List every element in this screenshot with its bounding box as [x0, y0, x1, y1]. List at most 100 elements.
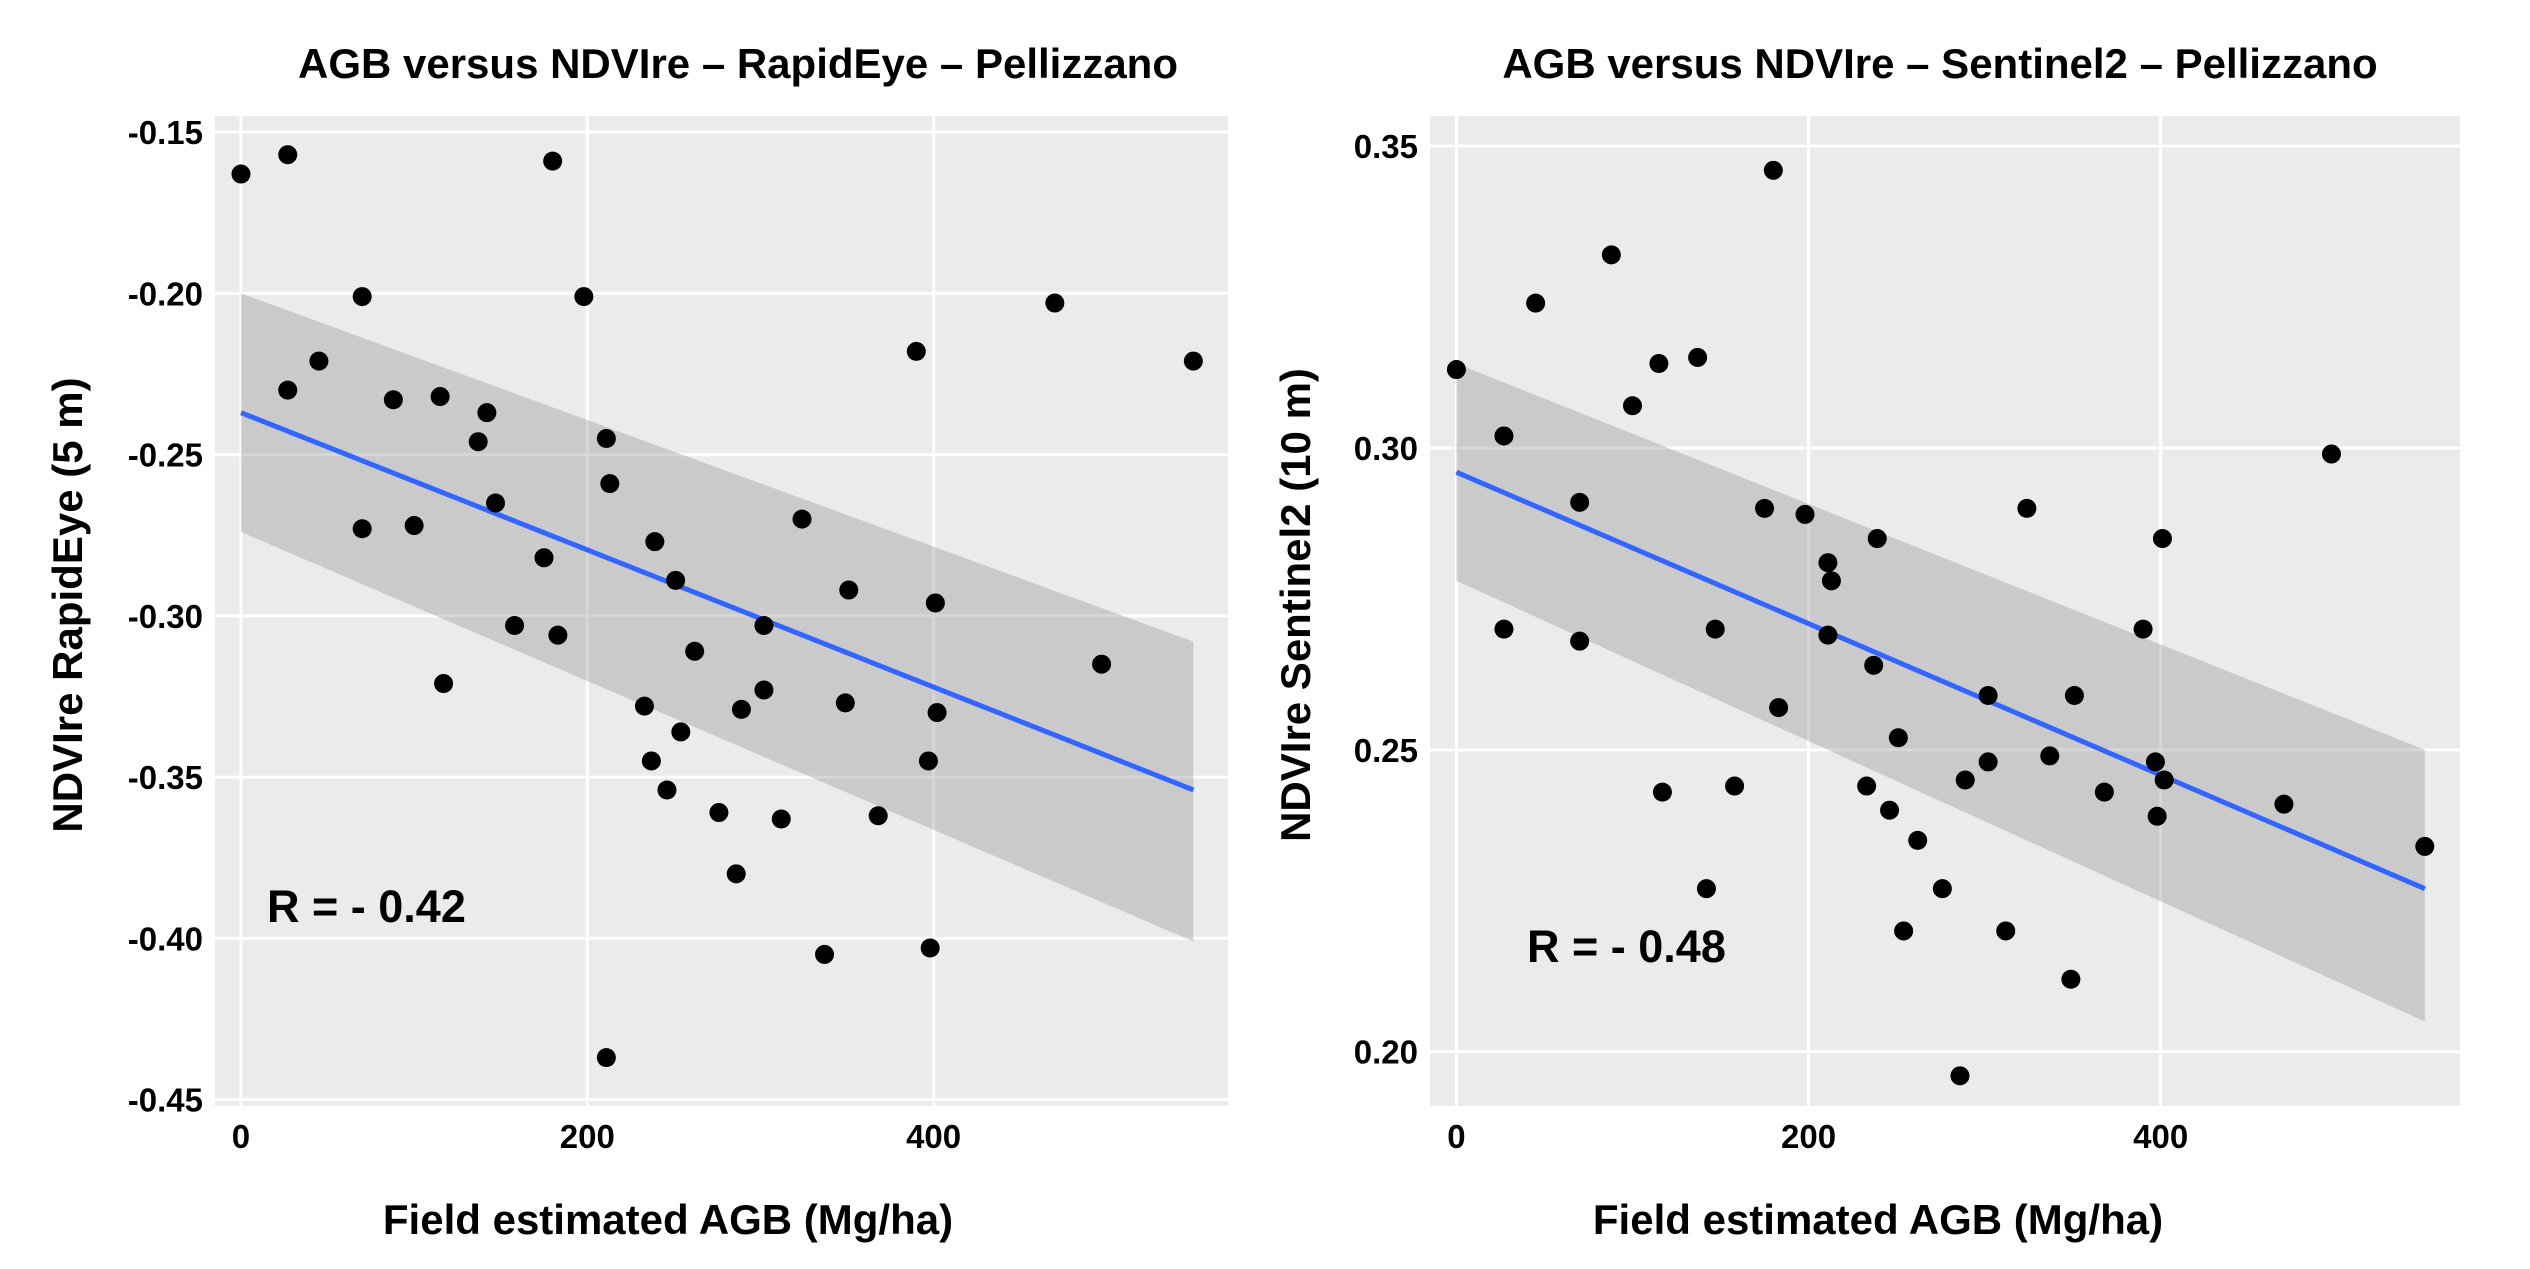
- regression-fit-line: [240, 410, 1195, 793]
- data-point: [754, 616, 774, 636]
- x-axis-label: Field estimated AGB (Mg/ha): [383, 1196, 953, 1243]
- data-point: [1818, 625, 1838, 645]
- confidence-band: [1456, 363, 2425, 1022]
- data-point: [1978, 686, 1998, 706]
- data-point: [1092, 654, 1112, 674]
- data-point: [1932, 879, 1952, 899]
- data-point: [1446, 360, 1466, 380]
- x-tick-label: 400: [2133, 1118, 2188, 1155]
- data-point: [1570, 631, 1590, 651]
- y-tick-label: -0.15: [128, 114, 203, 151]
- data-point: [1996, 921, 2016, 941]
- data-point: [1795, 504, 1815, 524]
- data-point: [1950, 1066, 1970, 1086]
- data-point: [2094, 782, 2114, 802]
- data-point: [477, 403, 497, 423]
- y-tick-label: 0.25: [1354, 732, 1418, 769]
- data-point: [634, 696, 654, 716]
- data-point: [1494, 619, 1514, 639]
- data-point: [641, 751, 661, 771]
- data-point: [2152, 529, 2172, 549]
- data-point: [1818, 553, 1838, 573]
- data-point: [771, 809, 791, 829]
- data-point: [505, 616, 525, 636]
- y-tick-labels: 0.20 0.25 0.30 0.35: [1354, 128, 1418, 1070]
- data-point: [2040, 746, 2060, 766]
- data-point: [434, 674, 454, 694]
- data-point: [2154, 770, 2174, 790]
- x-axis-label: Field estimated AGB (Mg/ha): [1593, 1196, 2163, 1243]
- y-tick-label: -0.40: [128, 920, 203, 957]
- data-point: [1894, 921, 1914, 941]
- data-point: [726, 864, 746, 884]
- gridlines: [1430, 116, 2460, 1106]
- data-point: [927, 703, 947, 723]
- y-axis-label: NDVIre RapidEye (5 m): [44, 377, 91, 832]
- y-tick-labels: -0.45 -0.40 -0.35 -0.30 -0.25 -0.20 -0.15: [128, 114, 203, 1118]
- y-tick-label: -0.45: [128, 1082, 203, 1119]
- data-point: [468, 432, 488, 452]
- data-point: [352, 519, 372, 539]
- confidence-band-area: [1456, 363, 2425, 1022]
- data-point: [1570, 492, 1590, 512]
- data-point: [1526, 293, 1546, 313]
- plot-background: [215, 116, 1228, 1106]
- data-point: [685, 641, 705, 661]
- x-tick-label: 0: [232, 1118, 250, 1155]
- data-point: [2017, 498, 2037, 518]
- data-point: [754, 680, 774, 700]
- data-point: [906, 341, 926, 361]
- data-point: [657, 780, 677, 800]
- data-point: [383, 390, 403, 410]
- data-point: [548, 625, 568, 645]
- data-point: [1755, 498, 1775, 518]
- data-point: [839, 580, 859, 600]
- y-tick-label: -0.35: [128, 759, 203, 796]
- data-point: [534, 548, 554, 568]
- data-point: [1622, 396, 1642, 416]
- data-point: [2274, 794, 2294, 814]
- regression-line: [240, 410, 1195, 793]
- data-point: [352, 287, 372, 307]
- data-point: [645, 532, 665, 552]
- data-point: [835, 693, 855, 713]
- y-tick-label: 0.35: [1354, 128, 1418, 165]
- x-tick-labels: 0 200 400: [232, 1118, 961, 1155]
- confidence-band-area: [240, 293, 1194, 942]
- correlation-annotation: R = - 0.48: [1527, 921, 1726, 972]
- data-point: [404, 516, 424, 536]
- data-point: [920, 938, 940, 958]
- data-points: [231, 145, 1203, 1068]
- data-point: [868, 806, 888, 826]
- y-tick-label: -0.20: [128, 275, 203, 312]
- data-point: [671, 722, 691, 742]
- panel-title: AGB versus NDVIre – RapidEye – Pellizzan…: [298, 40, 1178, 87]
- data-point: [1908, 830, 1928, 850]
- data-point: [1880, 800, 1900, 820]
- data-points: [1446, 160, 2435, 1086]
- y-tick-label: -0.25: [128, 437, 203, 474]
- x-tick-label: 200: [560, 1118, 615, 1155]
- y-tick-label: 0.30: [1354, 430, 1418, 467]
- data-point: [925, 593, 945, 613]
- x-tick-labels: 0 200 400: [1447, 1118, 2188, 1155]
- sentinel2-panel: AGB versus NDVIre – Sentinel2 – Pellizza…: [1272, 40, 2460, 1243]
- data-point: [709, 803, 729, 823]
- data-point: [596, 428, 616, 448]
- data-point: [2321, 444, 2341, 464]
- plot-background: [1430, 116, 2460, 1106]
- data-point: [1888, 728, 1908, 748]
- data-point: [600, 474, 620, 494]
- data-point: [666, 570, 686, 590]
- data-point: [2147, 806, 2167, 826]
- data-point: [792, 509, 812, 529]
- data-point: [1688, 347, 1708, 367]
- data-point: [1857, 776, 1877, 796]
- data-point: [486, 493, 506, 513]
- x-tick-label: 200: [1781, 1118, 1836, 1155]
- data-point: [1045, 293, 1065, 313]
- data-point: [1978, 752, 1998, 772]
- data-point: [1769, 698, 1789, 718]
- data-point: [2145, 752, 2165, 772]
